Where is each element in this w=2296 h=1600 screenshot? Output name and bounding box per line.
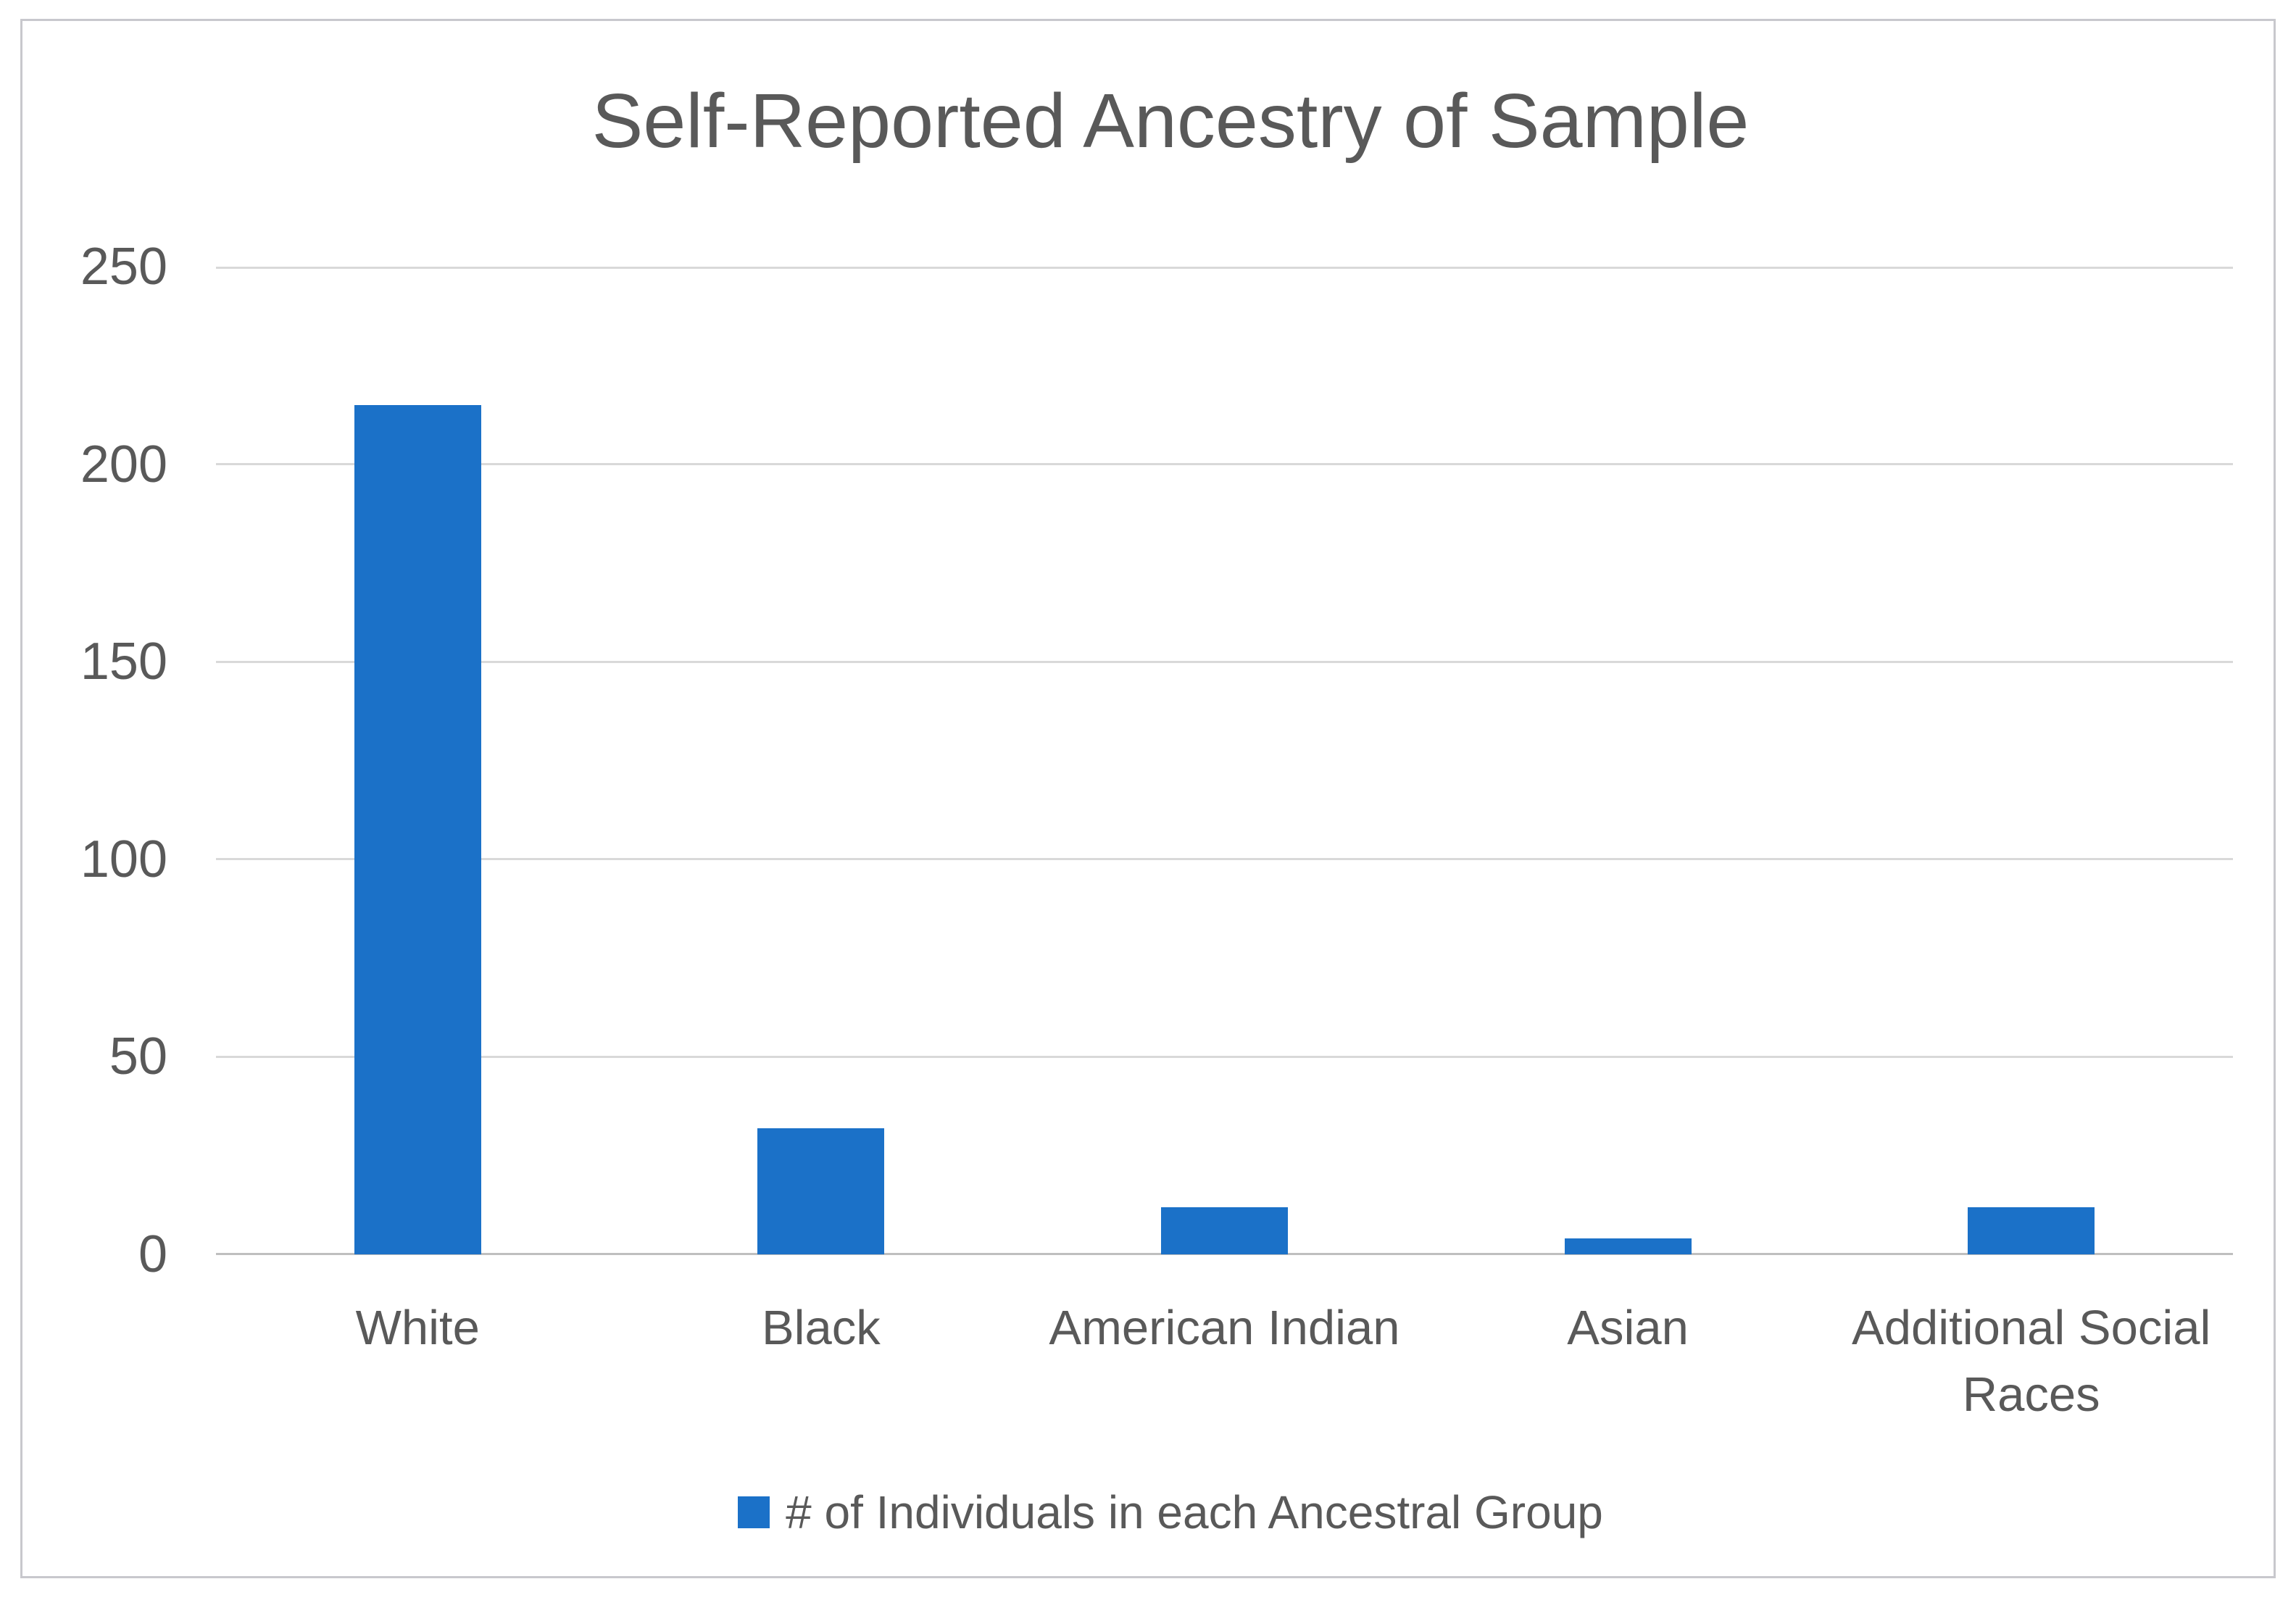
legend-swatch-icon	[738, 1496, 770, 1528]
y-tick-label-100: 100	[80, 830, 167, 888]
legend-label: # of Individuals in each Ancestral Group	[786, 1486, 1603, 1538]
chart-frame: Self-Reported Ancestry of Sample 0 50 100 1…	[20, 19, 2276, 1578]
gridline-150	[216, 660, 2233, 663]
bar-asian	[1564, 1238, 1692, 1254]
y-tick-label-150: 150	[80, 633, 167, 691]
bar-american-indian	[1161, 1207, 1288, 1254]
category-label-white: White	[355, 1301, 480, 1355]
y-tick-label-250: 250	[80, 238, 167, 296]
legend: # of Individuals in each Ancestral Group	[43, 1482, 2296, 1543]
gridline-250	[216, 267, 2233, 269]
gridline-100	[216, 858, 2233, 861]
plot-area	[216, 267, 2233, 1255]
chart-title: Self-Reported Ancestry of Sample	[591, 78, 1750, 164]
category-label-additional-social-races: Additional Social Races	[1852, 1301, 2211, 1422]
y-tick-label-50: 50	[109, 1028, 167, 1086]
category-label-asian: Asian	[1567, 1301, 1689, 1355]
gridline-200	[216, 463, 2233, 466]
bar-black	[757, 1128, 885, 1254]
category-label-american-indian: American Indian	[1049, 1301, 1400, 1355]
gridline-50	[216, 1055, 2233, 1058]
category-label-black: Black	[761, 1301, 881, 1355]
bar-additional-social-races	[1968, 1207, 2095, 1254]
y-tick-label-0: 0	[138, 1225, 167, 1283]
bar-white	[354, 404, 481, 1254]
y-tick-label-200: 200	[80, 435, 167, 493]
